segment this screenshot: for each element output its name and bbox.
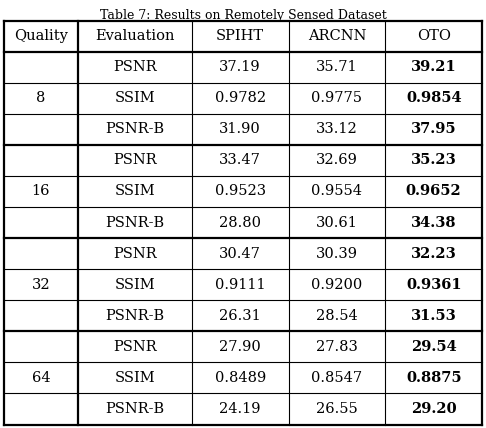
Text: 26.55: 26.55: [316, 402, 358, 416]
Text: 28.80: 28.80: [219, 216, 261, 229]
Text: 16: 16: [32, 184, 50, 199]
Text: 33.47: 33.47: [219, 153, 261, 167]
Text: 29.20: 29.20: [411, 402, 456, 416]
Text: 0.9554: 0.9554: [312, 184, 363, 199]
Text: 0.9775: 0.9775: [312, 91, 363, 105]
Text: 32: 32: [32, 278, 50, 292]
Text: 37.95: 37.95: [411, 122, 456, 137]
Text: SSIM: SSIM: [115, 371, 155, 385]
Text: 0.9111: 0.9111: [215, 278, 265, 292]
Text: 37.19: 37.19: [219, 60, 261, 74]
Text: PSNR: PSNR: [113, 247, 156, 261]
Text: SSIM: SSIM: [115, 184, 155, 199]
Text: ARCNN: ARCNN: [308, 29, 366, 43]
Text: Evaluation: Evaluation: [95, 29, 174, 43]
Text: 30.47: 30.47: [219, 247, 261, 261]
Text: 0.8489: 0.8489: [214, 371, 266, 385]
Text: Table 7: Results on Remotely Sensed Dataset: Table 7: Results on Remotely Sensed Data…: [100, 9, 386, 21]
Text: OTO: OTO: [417, 29, 451, 43]
Text: 64: 64: [32, 371, 50, 385]
Text: 0.9782: 0.9782: [215, 91, 266, 105]
Text: 26.31: 26.31: [219, 309, 261, 323]
Text: 28.54: 28.54: [316, 309, 358, 323]
Text: 0.9523: 0.9523: [215, 184, 266, 199]
Text: 35.23: 35.23: [411, 153, 456, 167]
Text: 8: 8: [36, 91, 46, 105]
Text: 0.9854: 0.9854: [406, 91, 462, 105]
Text: PSNR-B: PSNR-B: [105, 309, 164, 323]
Text: 0.9200: 0.9200: [312, 278, 363, 292]
Text: 32.69: 32.69: [316, 153, 358, 167]
Text: PSNR: PSNR: [113, 340, 156, 354]
Text: SSIM: SSIM: [115, 278, 155, 292]
Text: 31.90: 31.90: [219, 122, 261, 137]
Text: 35.71: 35.71: [316, 60, 358, 74]
Text: 0.8875: 0.8875: [406, 371, 462, 385]
Text: 31.53: 31.53: [411, 309, 456, 323]
Text: 39.21: 39.21: [411, 60, 456, 74]
Text: 0.9652: 0.9652: [406, 184, 462, 199]
Text: 0.8547: 0.8547: [312, 371, 363, 385]
Text: PSNR: PSNR: [113, 153, 156, 167]
Text: PSNR-B: PSNR-B: [105, 402, 164, 416]
Text: 27.90: 27.90: [219, 340, 261, 354]
Text: 29.54: 29.54: [411, 340, 456, 354]
Text: PSNR: PSNR: [113, 60, 156, 74]
Text: 30.39: 30.39: [316, 247, 358, 261]
Text: 34.38: 34.38: [411, 216, 456, 229]
Text: 30.61: 30.61: [316, 216, 358, 229]
Text: PSNR-B: PSNR-B: [105, 216, 164, 229]
Text: 24.19: 24.19: [219, 402, 261, 416]
Text: 0.9361: 0.9361: [406, 278, 462, 292]
Text: 27.83: 27.83: [316, 340, 358, 354]
Text: 33.12: 33.12: [316, 122, 358, 137]
Text: SPIHT: SPIHT: [216, 29, 264, 43]
Text: 32.23: 32.23: [411, 247, 456, 261]
Text: Quality: Quality: [14, 29, 68, 43]
Text: SSIM: SSIM: [115, 91, 155, 105]
Text: PSNR-B: PSNR-B: [105, 122, 164, 137]
